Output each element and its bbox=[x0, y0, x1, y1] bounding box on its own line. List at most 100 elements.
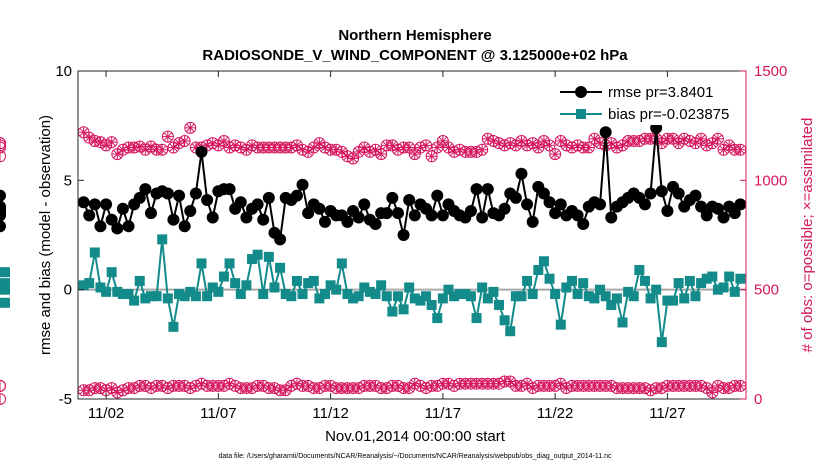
possible-obs-circle bbox=[425, 150, 438, 163]
possible-obs-stroke bbox=[377, 150, 386, 159]
bias-data-point bbox=[572, 289, 583, 300]
bias-data-point bbox=[499, 315, 510, 326]
bias-data-point bbox=[196, 258, 207, 269]
possible-obs-stroke bbox=[186, 123, 195, 132]
possible-obs-stroke bbox=[517, 136, 526, 146]
y-tick-label: -5 bbox=[59, 391, 72, 408]
possible-obs-stroke bbox=[725, 141, 734, 150]
bias-data-point bbox=[628, 291, 639, 302]
bias-data-point bbox=[550, 289, 561, 300]
possible-obs-stroke bbox=[107, 138, 116, 147]
possible-obs-point bbox=[178, 134, 191, 147]
rmse-data-point bbox=[189, 187, 202, 200]
bias-data-point bbox=[684, 275, 695, 286]
assimilated-obs-point bbox=[0, 393, 6, 405]
bias-data-point bbox=[538, 256, 549, 267]
possible-obs-stroke bbox=[360, 143, 369, 152]
possible-obs-point bbox=[83, 131, 96, 144]
possible-obs-stroke bbox=[736, 145, 745, 154]
chart-title: Northern Hemisphere bbox=[338, 27, 491, 44]
assimilated-obs-stroke bbox=[702, 384, 711, 393]
possible-obs-stroke bbox=[697, 134, 706, 143]
possible-obs-point bbox=[105, 136, 118, 149]
possible-obs-stroke bbox=[292, 141, 301, 150]
bias-data-point bbox=[303, 278, 314, 289]
bias-data-point bbox=[325, 280, 336, 291]
bias-data-point bbox=[494, 299, 505, 310]
possible-obs-stroke bbox=[337, 147, 346, 156]
legend-bias-label: bias pr=-0.023875 bbox=[608, 106, 729, 123]
bias-data-point bbox=[263, 251, 274, 262]
possible-obs-stroke bbox=[315, 139, 324, 148]
bias-data-point bbox=[112, 286, 123, 297]
bias-data-point bbox=[437, 293, 448, 304]
assimilated-obs-stroke bbox=[281, 386, 290, 395]
bias-data-point bbox=[578, 278, 589, 289]
bias-data-point bbox=[460, 289, 471, 300]
possible-obs-circle bbox=[420, 139, 433, 152]
rmse-data-point bbox=[638, 198, 651, 211]
rmse-data-point bbox=[605, 211, 618, 224]
rmse-data-point bbox=[251, 198, 264, 211]
possible-obs-stroke bbox=[113, 150, 122, 159]
bias-data-point bbox=[544, 273, 555, 284]
possible-obs-stroke bbox=[438, 136, 447, 146]
possible-obs-stroke bbox=[422, 141, 431, 150]
bias-data-point bbox=[218, 271, 229, 282]
rmse-data-point bbox=[695, 200, 708, 213]
possible-obs-stroke bbox=[618, 141, 627, 150]
possible-obs-point bbox=[161, 130, 174, 143]
bias-data-point bbox=[673, 278, 684, 289]
bias-data-point bbox=[370, 289, 381, 300]
possible-obs-stroke bbox=[444, 143, 453, 152]
possible-obs-stroke bbox=[691, 139, 700, 148]
y2-axis-label: # of obs: o=possible; ×=assimilated bbox=[799, 118, 816, 353]
bias-data-point bbox=[348, 293, 359, 304]
rmse-data-point bbox=[173, 189, 186, 202]
bias-data-point bbox=[308, 275, 319, 286]
assimilated-obs-stroke bbox=[107, 384, 116, 393]
bias-data-point bbox=[510, 291, 521, 302]
y-tick-label: 10 bbox=[55, 63, 72, 80]
bias-data-point bbox=[505, 326, 516, 337]
bias-data-point bbox=[488, 286, 499, 297]
possible-obs-stroke bbox=[163, 132, 172, 141]
bias-data-point bbox=[241, 280, 252, 291]
bias-data-point bbox=[606, 299, 617, 310]
possible-obs-point bbox=[375, 148, 388, 161]
x-tick-label: 11/12 bbox=[312, 405, 348, 422]
rmse-data-point bbox=[425, 209, 438, 222]
possible-obs-point bbox=[695, 132, 708, 145]
rmse-data-point bbox=[403, 194, 416, 207]
y-tick-label: 0 bbox=[64, 282, 72, 299]
possible-obs-stroke bbox=[539, 136, 548, 146]
rmse-data-point bbox=[144, 207, 157, 220]
rmse-data-point bbox=[498, 202, 511, 215]
bias-data-point bbox=[696, 278, 707, 289]
bias-data-point bbox=[145, 291, 156, 302]
rmse-data-point bbox=[352, 211, 365, 224]
possible-obs-circle bbox=[476, 143, 489, 156]
bias-data-point bbox=[387, 306, 398, 317]
bias-data-point bbox=[342, 289, 353, 300]
possible-obs-stroke bbox=[708, 139, 717, 148]
rmse-data-point bbox=[391, 207, 404, 220]
possible-obs-point bbox=[734, 143, 747, 156]
possible-obs-circle bbox=[711, 132, 724, 145]
rmse-data-point bbox=[201, 194, 214, 207]
bias-data-point bbox=[106, 267, 117, 278]
possible-obs-stroke bbox=[146, 142, 156, 151]
assimilated-obs-point bbox=[706, 386, 719, 399]
rmse-data-point bbox=[509, 191, 522, 204]
possible-obs-stroke bbox=[545, 141, 554, 150]
bias-data-point bbox=[202, 291, 213, 302]
possible-obs-stroke bbox=[141, 145, 150, 154]
rmse-data-point bbox=[77, 196, 90, 209]
possible-obs-point bbox=[408, 148, 421, 161]
legend-rmse-label: rmse pr=3.8401 bbox=[608, 84, 713, 101]
rmse-data-point bbox=[296, 178, 309, 191]
rmse-data-point bbox=[100, 198, 113, 211]
bias-data-point bbox=[297, 289, 308, 300]
possible-obs-point bbox=[476, 143, 489, 156]
